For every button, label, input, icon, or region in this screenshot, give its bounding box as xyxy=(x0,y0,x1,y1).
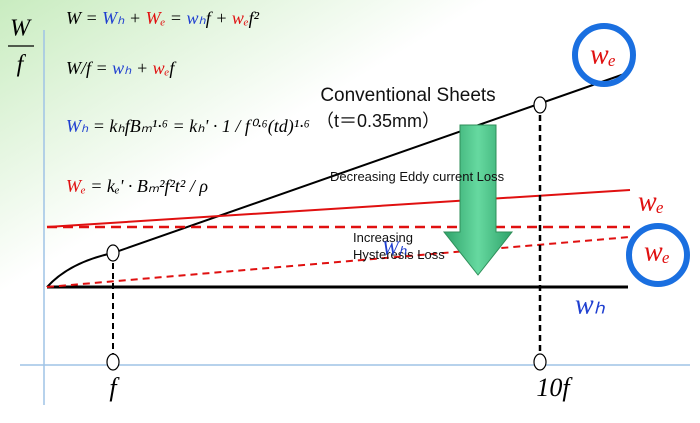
formula-part: W = xyxy=(66,8,102,28)
we-line xyxy=(46,189,631,228)
point xyxy=(106,244,120,262)
y-label-numerator: W xyxy=(10,16,32,42)
hysteresis-label: Increasing Hysteresis Loss xyxy=(353,230,445,262)
point xyxy=(533,96,547,114)
formula-part: f xyxy=(169,58,177,78)
formula-part: wₑ xyxy=(232,8,249,28)
hysteresis-symbol: Wₕ xyxy=(382,238,408,260)
formula: W = Wₕ + Wₑ = wₕf + wₑf² xyxy=(66,8,260,28)
formula-part: W/f = xyxy=(66,58,112,78)
formula-part: = kₑ' · Bₘ²f²t² / ρ xyxy=(86,176,209,196)
formula-part: Wₕ xyxy=(102,8,125,28)
we-low-label: wₑ xyxy=(644,236,670,267)
conventional-title: Conventional Sheets xyxy=(320,85,495,106)
x-label-f: f xyxy=(109,373,120,402)
eddy-label-box: Decreasing Eddy current Loss xyxy=(330,169,505,184)
formula-part: = xyxy=(165,8,186,28)
formula-part: Wₑ xyxy=(146,8,166,28)
hysteresis-label-box: Increasing Hysteresis Loss xyxy=(353,230,445,262)
y-label-denominator: f xyxy=(17,52,27,78)
formula-part: wₕ xyxy=(186,8,206,28)
eddy-label: Decreasing Eddy current Loss xyxy=(330,169,505,184)
formula-part: wₑ xyxy=(153,58,170,78)
formula-part: f + xyxy=(206,8,232,28)
formula-part: Wₑ xyxy=(66,176,86,196)
formula-part: + xyxy=(131,58,152,78)
formula: Wₑ = kₑ' · Bₘ²f²t² / ρ xyxy=(66,176,208,196)
formula-part: wₕ xyxy=(112,58,132,78)
formula-part: + xyxy=(124,8,145,28)
formula: Wₕ = kₕfBₘ¹·⁶ = kₕ' · 1 / f⁰·⁶(td)¹·⁶ xyxy=(66,116,310,137)
we-mid-label: wₑ xyxy=(638,186,664,217)
point xyxy=(533,353,547,371)
wh-label: wₕ xyxy=(575,289,606,320)
points xyxy=(106,96,547,371)
we-top-label: wₑ xyxy=(590,39,616,70)
formula-part: Wₕ xyxy=(66,116,89,136)
conventional-thickness: （t＝0.35mm） xyxy=(316,111,440,131)
highlight-circle xyxy=(572,23,636,87)
formula: W/f = wₕ + wₑf xyxy=(66,58,177,78)
point xyxy=(106,353,120,371)
down-arrow xyxy=(442,124,514,276)
we-low-dashed xyxy=(46,236,631,288)
x-label-10f: 10f xyxy=(536,373,573,402)
formula-part: = kₕfBₘ¹·⁶ = kₕ' · 1 / f⁰·⁶(td)¹·⁶ xyxy=(88,116,310,137)
formula-part: f² xyxy=(249,8,260,28)
highlight-circle xyxy=(626,223,690,287)
